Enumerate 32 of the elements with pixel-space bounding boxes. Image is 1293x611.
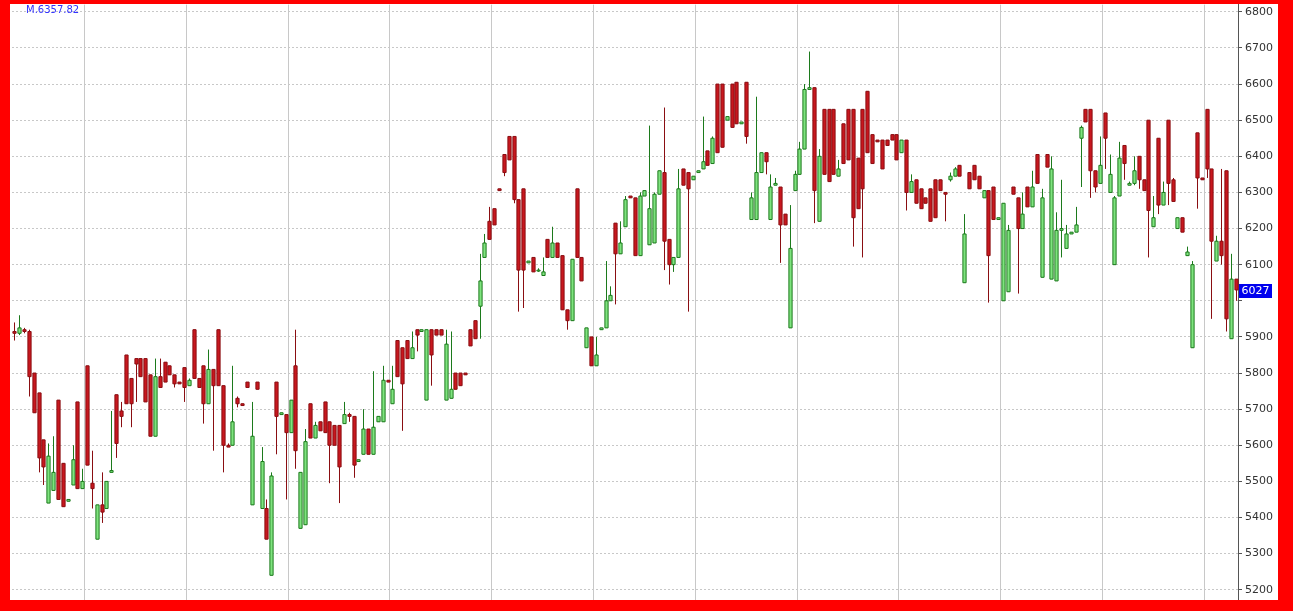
y-tick-label: 6200 [1245,221,1274,235]
annotation: M.6357.82 [26,4,80,16]
annotation: 6027 [1241,284,1270,298]
candlestick [909,173,914,193]
candlestick [264,498,269,540]
candlestick [100,471,105,524]
y-tick-label: 5600 [1245,438,1274,452]
candlestick [1103,112,1108,170]
candlestick [1035,154,1040,184]
y-tick-label: 6500 [1245,113,1274,127]
y-tick-label: 5500 [1245,474,1274,488]
candlestick [95,504,100,540]
y-tick-label: 5700 [1245,402,1274,416]
y-tick-label: 5300 [1245,546,1274,560]
y-tick-label: 6400 [1245,149,1274,163]
y-tick-label: 5200 [1245,582,1274,596]
candlestick [260,446,265,509]
candlestick [308,403,313,439]
y-tick-label: 5400 [1245,510,1274,524]
y-tick-label: 6100 [1245,257,1274,271]
y-tick-label: 6600 [1245,76,1274,90]
candlestick [85,365,90,466]
candlestick [1040,188,1045,278]
y-tick-label: 6700 [1245,40,1274,54]
y-tick-label: 6300 [1245,185,1274,199]
y-tick-label: 6800 [1245,4,1274,18]
y-tick-label: 5800 [1245,365,1274,379]
candlestick [12,321,17,342]
candlestick [17,314,22,336]
candlestick [153,358,158,437]
candlestick [109,410,114,473]
y-tick-label: 5900 [1245,329,1274,343]
